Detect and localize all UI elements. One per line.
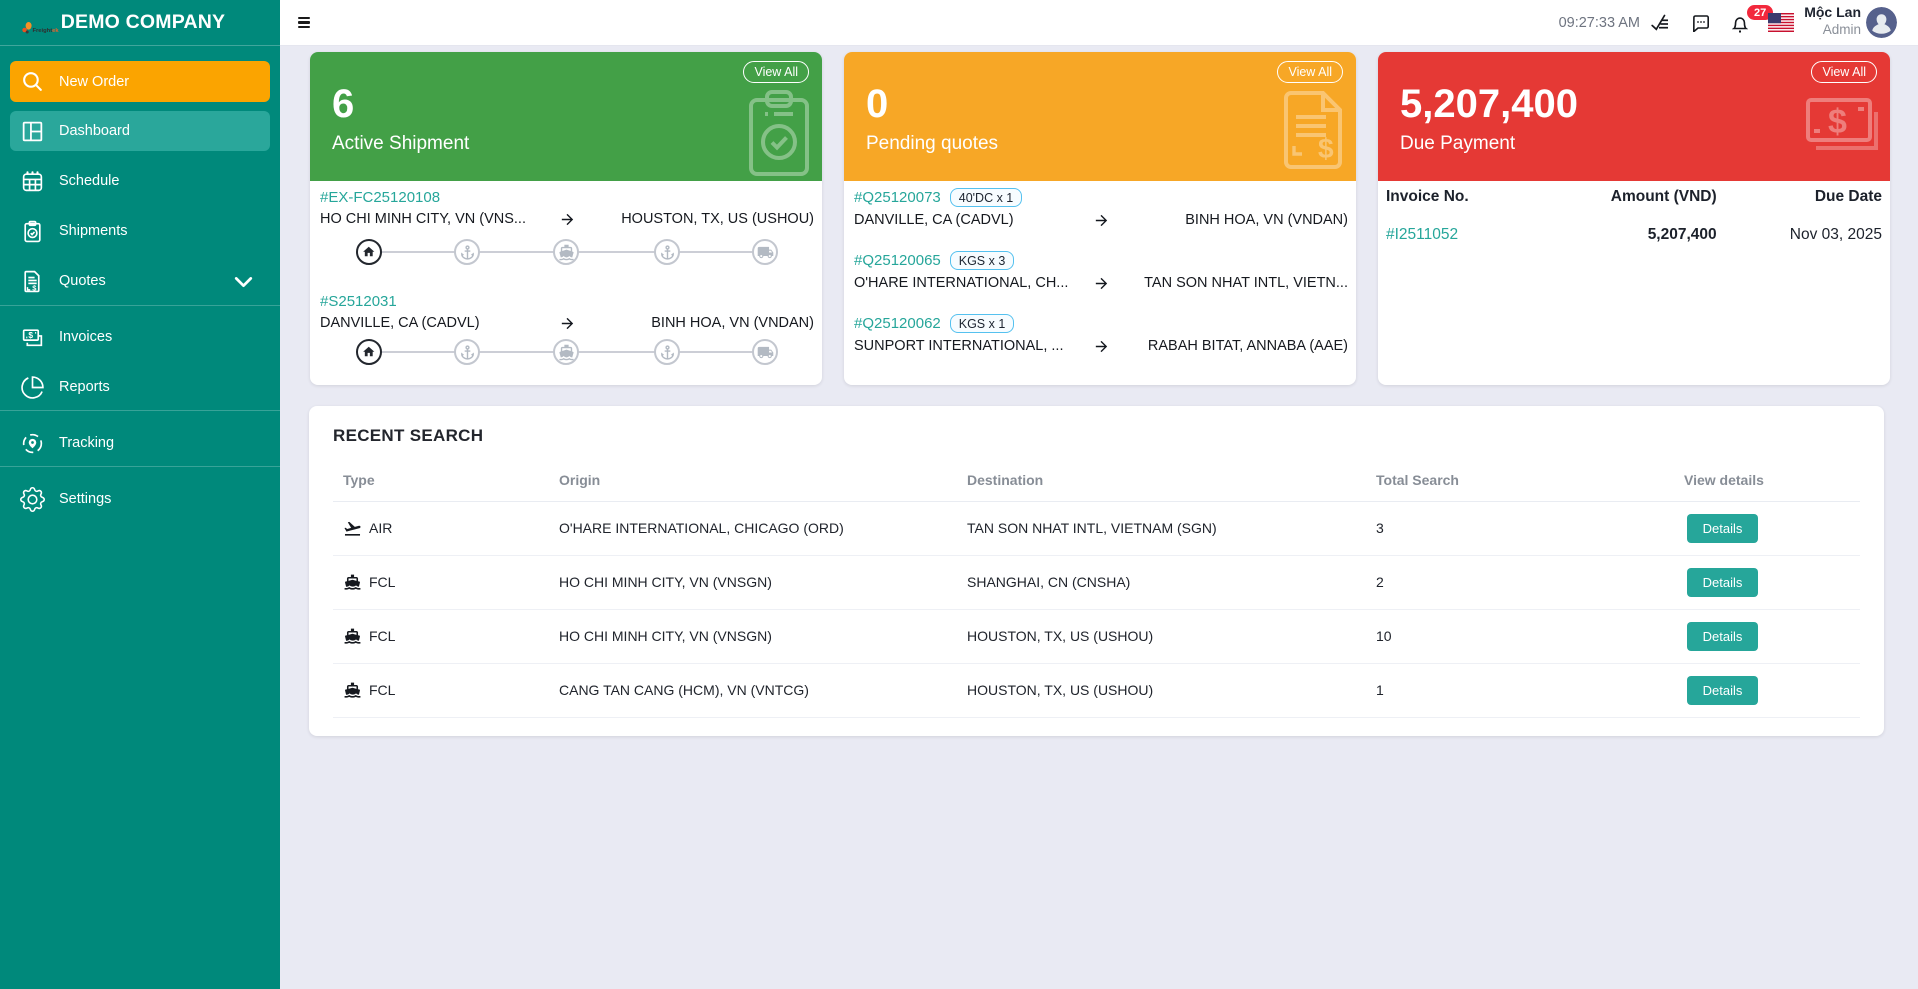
svg-text:$: $ [1828, 103, 1847, 141]
svg-text:Freightek: Freightek [33, 28, 60, 34]
svg-text:$: $ [1318, 133, 1334, 164]
svg-text:$: $ [32, 283, 37, 292]
svg-text:$: $ [28, 330, 33, 340]
